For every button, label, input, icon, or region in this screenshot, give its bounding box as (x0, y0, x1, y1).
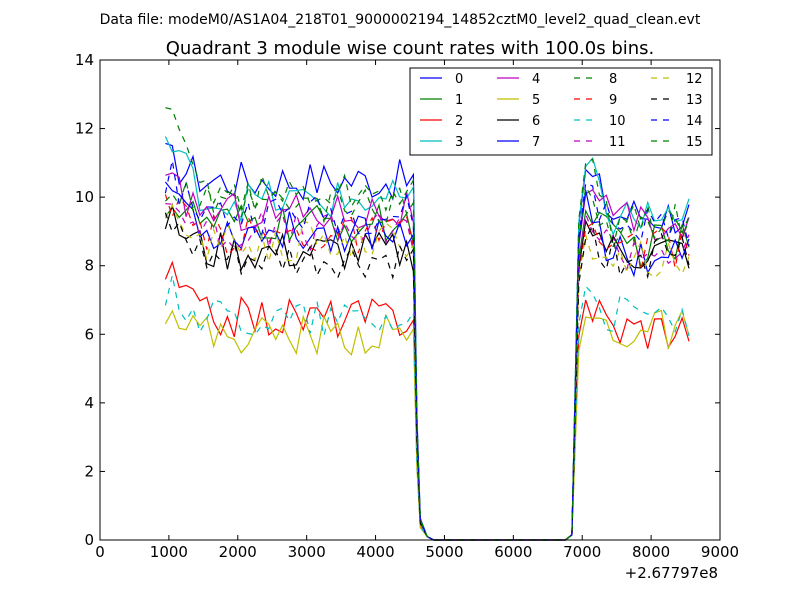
axes: 0 1000 2000 3000 4000 5000 6000 7000 8000 9000 0 2 4… (75, 51, 739, 561)
x-tick-label-7: 7000 (563, 543, 601, 561)
series-line-5 (164, 309, 690, 541)
legend-label-2: 2 (455, 114, 463, 129)
series-line-13 (164, 212, 690, 541)
chart-suptitle: Data file: modeM0/AS1A04_218T01_90000021… (100, 12, 701, 28)
x-tick-label-6: 6000 (494, 543, 532, 561)
legend-label-1: 1 (455, 93, 463, 108)
series-layer (164, 107, 690, 541)
legend-label-10: 10 (609, 114, 626, 129)
x-tick-label-4: 4000 (356, 543, 394, 561)
legend-label-15: 15 (686, 135, 703, 150)
legend-label-9: 9 (609, 93, 617, 108)
y-tick-label-7: 14 (75, 51, 94, 69)
series-line-2 (164, 260, 690, 541)
series-line-6 (164, 202, 690, 541)
series-line-12 (164, 203, 690, 541)
x-tick-label-2: 2000 (219, 543, 257, 561)
legend-label-11: 11 (609, 135, 626, 150)
chart-title: Quadrant 3 module wise count rates with … (166, 38, 655, 59)
legend-label-6: 6 (532, 114, 540, 129)
y-tick-label-2: 4 (84, 394, 94, 412)
legend-label-8: 8 (609, 72, 617, 87)
x-tick-label-9: 9000 (701, 543, 739, 561)
y-tick-label-1: 2 (84, 462, 94, 480)
x-tick-label-8: 8000 (632, 543, 670, 561)
series-line-11 (165, 203, 690, 541)
y-tick-label-3: 6 (84, 325, 94, 343)
y-tick-label-0: 0 (84, 531, 94, 549)
x-tick-label-1: 1000 (150, 543, 188, 561)
plot-frame (99, 59, 721, 541)
series-line-14 (164, 160, 690, 541)
legend-label-7: 7 (532, 135, 540, 150)
x-offset-label: +2.67797e8 (625, 564, 718, 582)
series-line-10 (164, 275, 690, 541)
x-tick-label-3: 3000 (288, 543, 326, 561)
series-line-15 (164, 179, 690, 541)
y-tick-label-5: 10 (75, 188, 94, 206)
legend-label-13: 13 (686, 93, 703, 108)
legend-label-14: 14 (686, 114, 703, 129)
x-tick-label-5: 5000 (425, 543, 463, 561)
legend-label-0: 0 (455, 72, 463, 87)
series-line-0 (165, 142, 690, 541)
series-line-9 (164, 194, 690, 541)
legend-label-5: 5 (532, 93, 540, 108)
legend-box (409, 67, 713, 156)
y-tick-label-6: 12 (75, 120, 94, 138)
legend-label-4: 4 (532, 72, 540, 87)
y-tick-label-4: 8 (84, 257, 94, 275)
legend-label-3: 3 (455, 135, 463, 150)
legend-label-12: 12 (686, 72, 703, 87)
x-tick-label-0: 0 (95, 543, 105, 561)
